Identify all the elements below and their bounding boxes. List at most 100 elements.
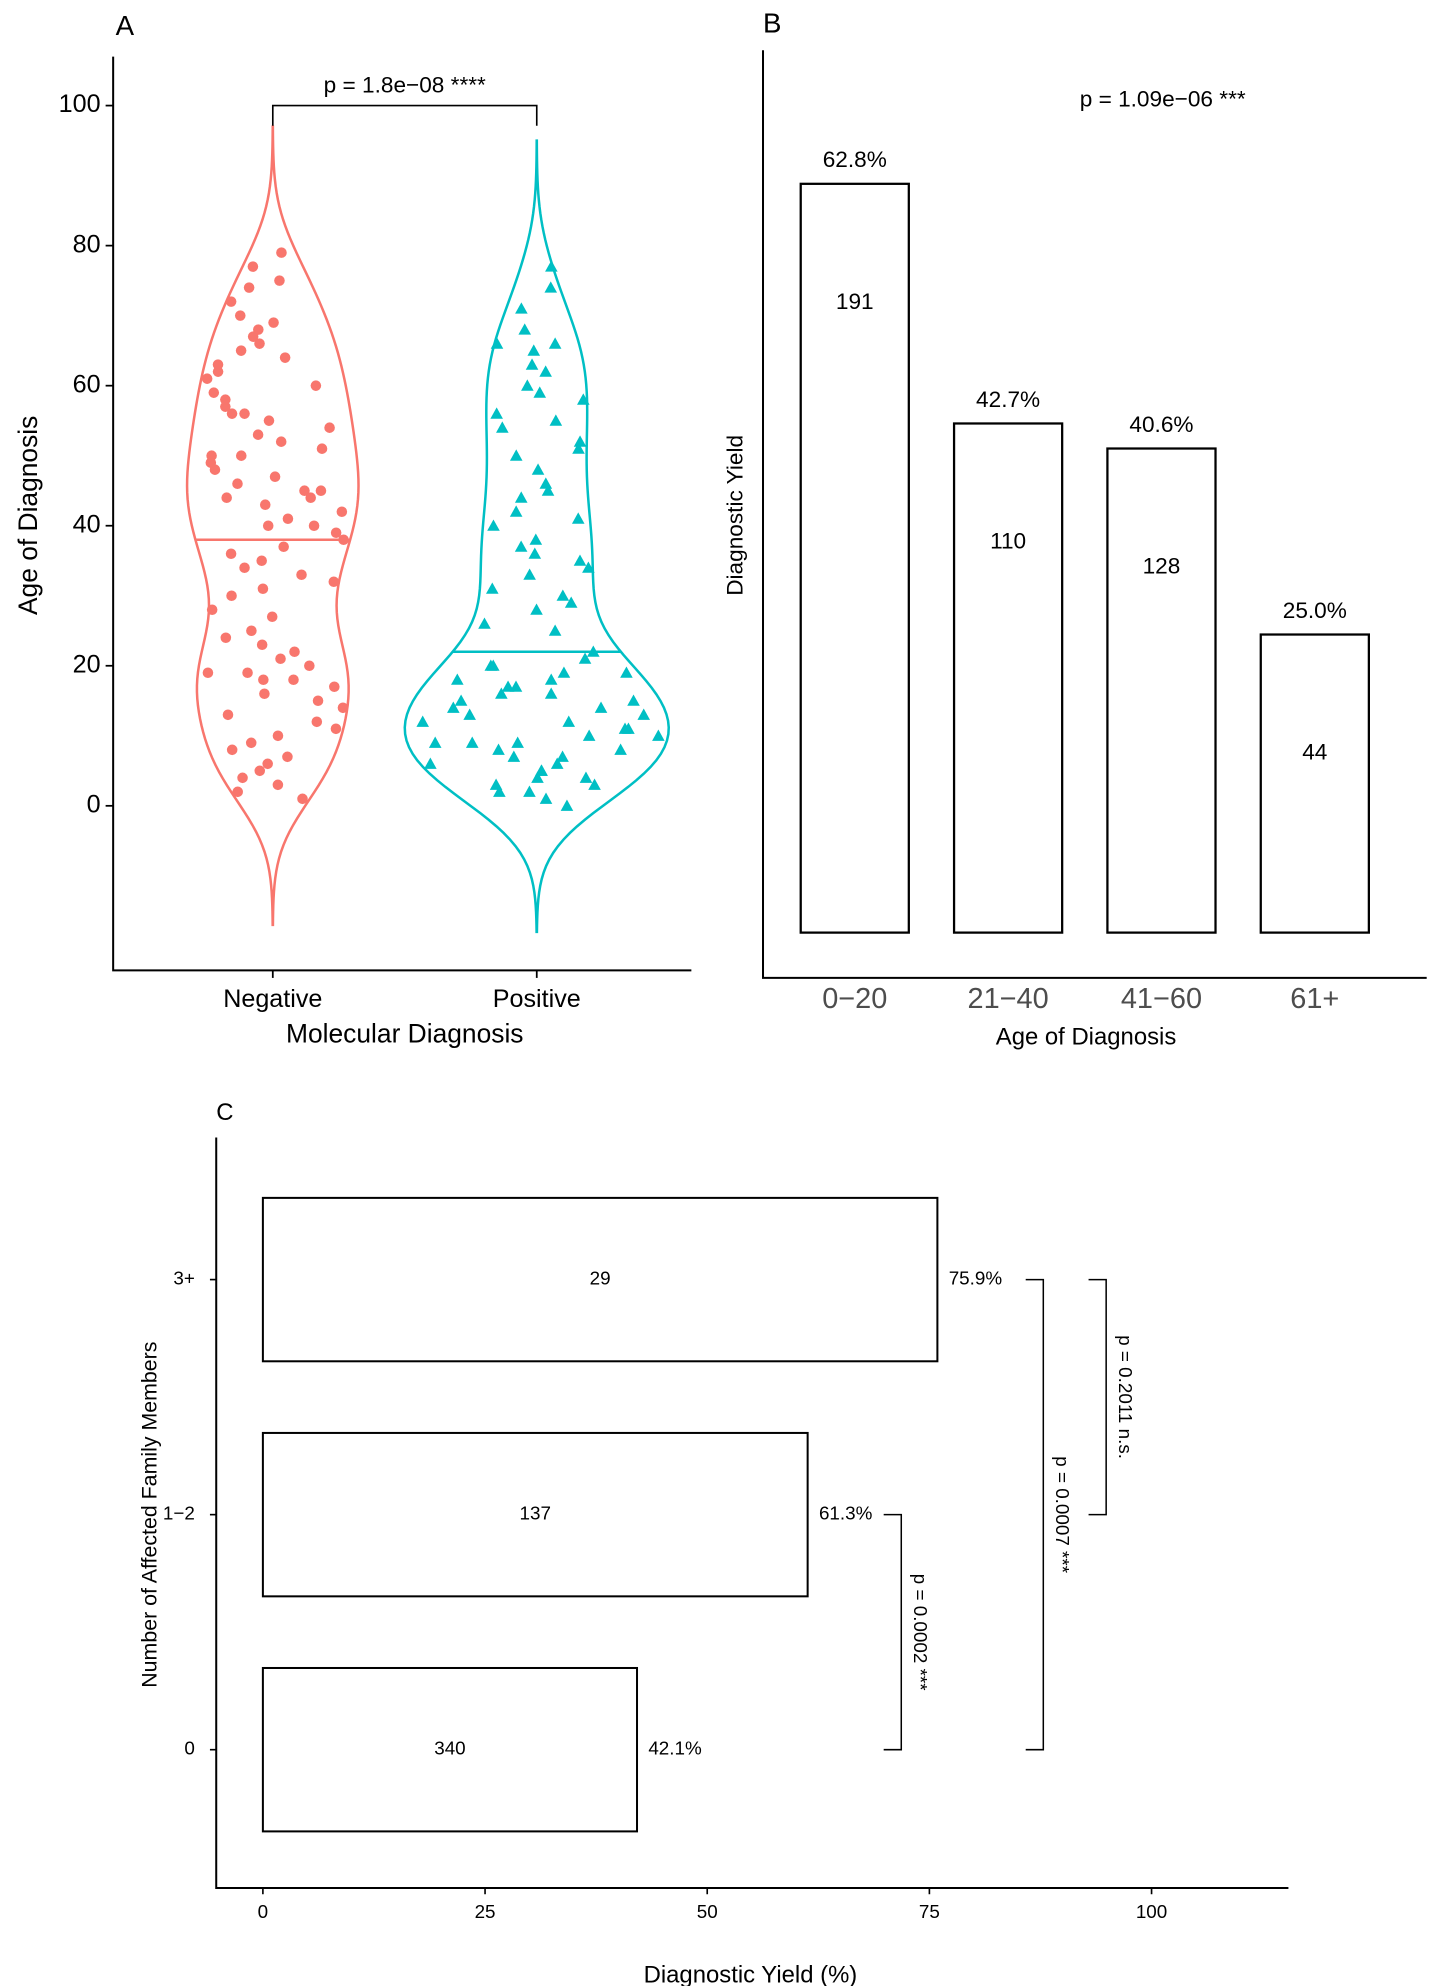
point (202, 667, 214, 679)
x-axis-title: Molecular Diagnosis (286, 1019, 523, 1049)
point (577, 393, 590, 405)
point (572, 442, 585, 454)
point (527, 344, 541, 356)
point (254, 338, 265, 349)
point (587, 645, 600, 657)
x-tick-label: 25 (475, 1901, 496, 1922)
point (311, 716, 323, 728)
comparison-bracket (271, 104, 538, 126)
point (492, 743, 505, 755)
point (246, 625, 257, 637)
point (549, 414, 563, 426)
value-label: 42.1% (648, 1738, 702, 1759)
point (523, 785, 536, 797)
point (212, 359, 224, 370)
point (232, 786, 243, 798)
point (289, 646, 300, 658)
count-label: 340 (434, 1738, 465, 1759)
count-label: 44 (1302, 740, 1327, 765)
point (242, 667, 253, 679)
point (221, 492, 232, 503)
point (485, 582, 499, 594)
point (220, 632, 232, 644)
point (315, 485, 327, 496)
x-tick-label: Positive (493, 985, 581, 1013)
point (239, 408, 250, 419)
point (328, 576, 340, 588)
point (523, 568, 536, 580)
point (637, 708, 651, 720)
y-tick-label: 60 (73, 370, 101, 398)
point (486, 659, 500, 671)
point (316, 443, 328, 454)
point (509, 505, 523, 517)
y-tick-label: 40 (73, 510, 101, 538)
point (208, 387, 220, 398)
point (239, 562, 250, 574)
annotation: p = 1.09e−06 *** (1080, 87, 1246, 112)
y-axis-title: Diagnostic Yield (723, 435, 748, 596)
point (564, 596, 578, 608)
point (232, 478, 243, 489)
point (330, 723, 342, 735)
point (206, 450, 217, 461)
violin (403, 139, 670, 934)
point (539, 365, 552, 377)
point (544, 687, 558, 699)
point (495, 687, 508, 699)
y-tick-label: 0 (184, 1738, 194, 1759)
point (256, 639, 268, 651)
comparison-bracket (883, 1513, 903, 1751)
point (582, 729, 596, 741)
point (528, 547, 542, 559)
point (253, 324, 264, 335)
comparison-label: p = 0.0007 *** (1052, 1456, 1073, 1573)
point (490, 407, 503, 419)
y-tick-label: 3+ (173, 1268, 195, 1289)
value-label: 42.7% (976, 387, 1040, 412)
point (571, 512, 585, 524)
value-label: 62.8% (823, 147, 887, 172)
point (652, 729, 665, 741)
point (454, 694, 468, 706)
point (263, 415, 275, 426)
point (579, 771, 593, 783)
point (310, 380, 322, 391)
point (220, 394, 231, 405)
point (548, 624, 562, 636)
point (594, 701, 608, 713)
comparison-label: p = 0.0002 *** (910, 1574, 931, 1691)
point (535, 764, 548, 776)
point (525, 358, 539, 370)
point (548, 337, 562, 349)
point (257, 583, 269, 595)
value-label: 40.6% (1129, 412, 1193, 437)
point (627, 694, 640, 706)
x-axis-title: Age of Diagnosis (996, 1024, 1177, 1051)
point (496, 421, 509, 433)
point (254, 765, 266, 777)
point (259, 688, 270, 700)
value-label: 61.3% (819, 1503, 873, 1524)
comparison-bracket (1025, 1278, 1045, 1751)
point (578, 652, 592, 664)
point (544, 281, 558, 293)
point (226, 408, 238, 419)
panel-label: A (116, 10, 135, 41)
point (235, 450, 247, 461)
point (514, 540, 528, 552)
point (258, 674, 269, 686)
point (247, 261, 259, 272)
point (424, 757, 437, 769)
point (304, 660, 315, 672)
point (308, 520, 320, 532)
point (234, 310, 246, 321)
annotation: p = 1.8e−08 **** (324, 73, 486, 98)
point (588, 778, 601, 790)
point (573, 554, 587, 566)
x-tick-label: 0 (258, 1901, 268, 1922)
point (296, 569, 307, 581)
point (529, 533, 543, 545)
point (225, 296, 237, 307)
